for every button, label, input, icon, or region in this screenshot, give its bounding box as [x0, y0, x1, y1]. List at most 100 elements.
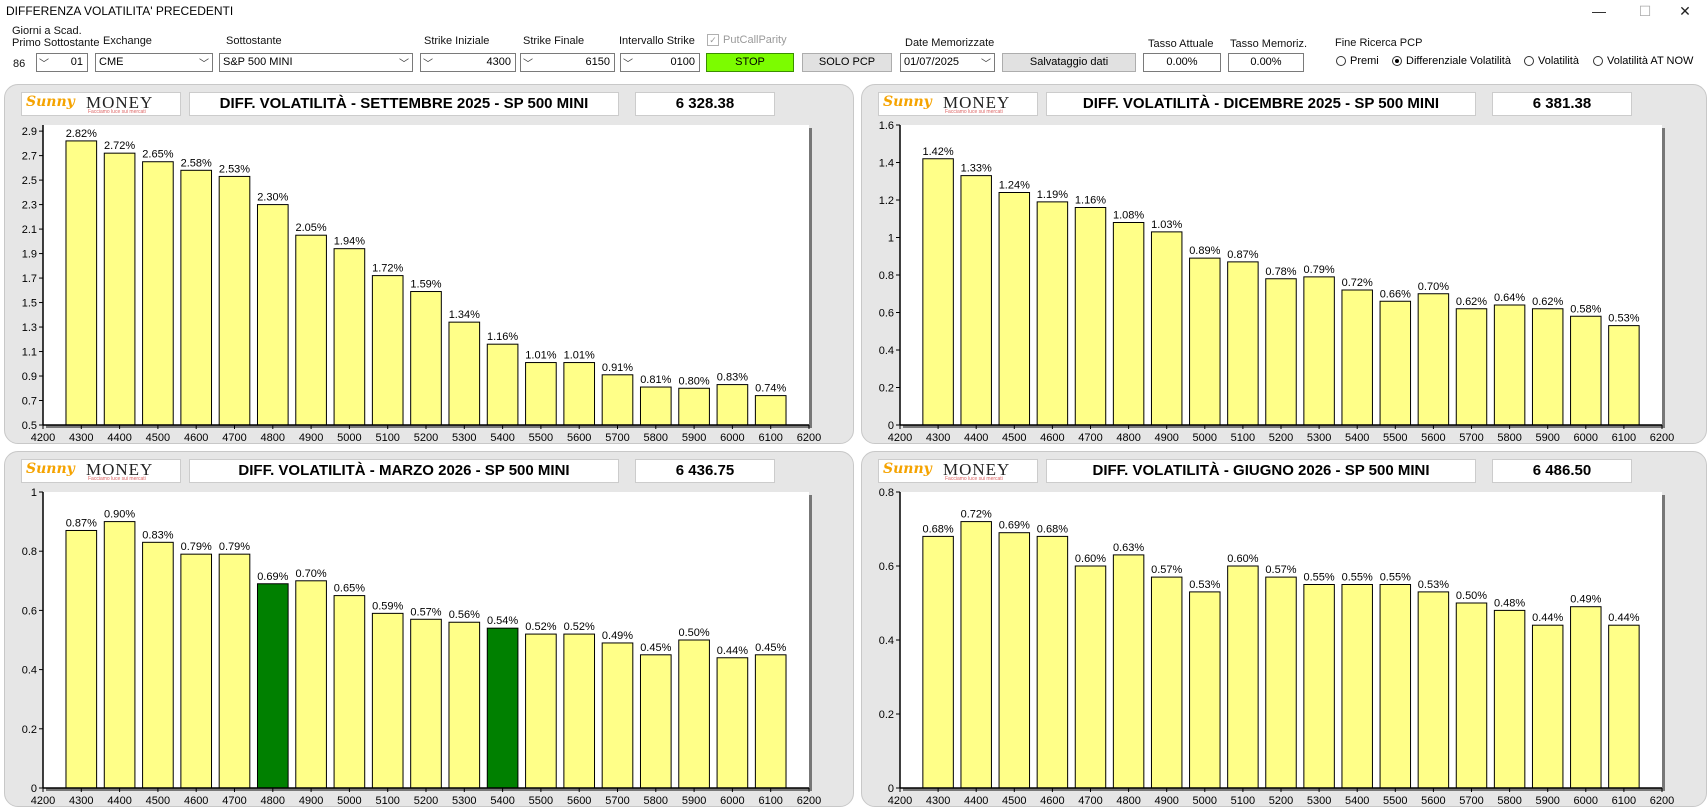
minimize-icon[interactable]: — [1592, 3, 1606, 19]
x-tick-label: 4700 [222, 795, 246, 807]
bar [1227, 261, 1259, 426]
strike-iniziale-select[interactable]: ﹀ 4300 [420, 53, 516, 72]
date-select[interactable]: 01/07/2025 ﹀ [900, 53, 995, 72]
y-tick-label: 1.9 [22, 249, 37, 261]
x-tick-label: 5300 [452, 432, 476, 444]
bar-value-label: 0.53% [1608, 313, 1639, 325]
maximize-icon[interactable]: ☐ [1638, 3, 1652, 19]
strike-finale-select[interactable]: ﹀ 6150 [520, 53, 615, 72]
x-tick-label: 5900 [1535, 432, 1559, 444]
putcallparity-checkbox[interactable]: ✓ PutCallParity [707, 34, 787, 47]
x-tick-label: 5700 [1459, 795, 1483, 807]
tasso-attuale-field[interactable]: 0.00% [1143, 53, 1221, 72]
bar [1265, 576, 1297, 789]
x-tick-label: 6000 [1574, 432, 1598, 444]
bar-value-label: 0.44% [1608, 612, 1639, 624]
solo-pcp-button[interactable]: SOLO PCP [802, 53, 892, 72]
bar-value-label: 0.83% [142, 529, 173, 541]
x-tick-label: 6100 [1612, 795, 1636, 807]
x-tick-label: 4500 [146, 795, 170, 807]
bar-value-label: 2.05% [295, 222, 326, 234]
bar-value-label: 0.49% [1570, 594, 1601, 606]
tasso-memoriz-label: Tasso Memoriz. [1230, 38, 1308, 50]
intervallo-select[interactable]: ﹀ 0100 [620, 53, 700, 72]
x-tick-label: 4400 [107, 432, 131, 444]
bar-value-label: 1.03% [1151, 219, 1182, 231]
strike-finale-label: Strike Finale [523, 35, 585, 47]
bar [1341, 289, 1373, 426]
bar-value-label: 1.42% [922, 146, 953, 158]
radio-premi[interactable]: Premi [1336, 55, 1379, 67]
bar-value-label: 0.55% [1380, 572, 1411, 584]
bar [448, 621, 481, 789]
bar [1303, 276, 1335, 426]
x-tick-label: 4900 [299, 795, 323, 807]
bar-value-label: 0.52% [525, 621, 556, 633]
bar-value-label: 0.63% [1113, 542, 1144, 554]
radio-differenziale-volatilita[interactable]: Differenziale Volatilità [1392, 55, 1511, 67]
tasso-attuale-label: Tasso Attuale [1148, 38, 1214, 50]
bar [678, 639, 710, 789]
x-tick-label: 4500 [146, 432, 170, 444]
check-icon: ✓ [707, 34, 719, 47]
bar [1112, 222, 1145, 426]
bar [716, 384, 749, 426]
bar [256, 204, 289, 426]
bar-value-label: 0.59% [372, 600, 403, 612]
y-tick-label: 0.4 [879, 345, 894, 357]
bar [1036, 535, 1069, 789]
window-title: DIFFERENZA VOLATILITA' PRECEDENTI [6, 4, 234, 18]
bar-value-label: 1.72% [372, 263, 403, 275]
x-tick-label: 6000 [720, 432, 744, 444]
bar-value-label: 1.01% [564, 350, 595, 362]
sottostante-select[interactable]: S&P 500 MINI ﹀ [219, 53, 413, 72]
bar-value-label: 0.81% [640, 374, 671, 386]
stop-button[interactable]: STOP [706, 53, 794, 72]
bar [295, 580, 327, 789]
bar [1455, 308, 1488, 426]
radio-volatilita-at-now[interactable]: Volatilità AT NOW [1593, 55, 1693, 67]
x-tick-label: 5200 [414, 795, 438, 807]
y-tick-label: 0.8 [879, 487, 894, 499]
bar-value-label: 0.68% [922, 523, 953, 535]
x-tick-label: 4200 [31, 432, 55, 444]
x-tick-label: 5800 [644, 795, 668, 807]
x-tick-label: 4900 [1154, 432, 1178, 444]
x-tick-label: 4200 [888, 432, 912, 444]
bar-value-label: 1.59% [410, 279, 441, 291]
bar [922, 535, 954, 789]
close-icon[interactable]: ✕ [1679, 3, 1691, 19]
bar [998, 532, 1031, 789]
tasso-memoriz-field[interactable]: 0.00% [1228, 53, 1304, 72]
chevron-down-icon: ﹀ [39, 59, 49, 70]
bar [960, 175, 992, 426]
giorni-select[interactable]: ﹀ 01 [36, 53, 88, 72]
sunny-money-logo: Sunny MONEY Facciamo luce sui mercati [21, 459, 181, 483]
x-tick-label: 6100 [758, 795, 782, 807]
radio-volatilita[interactable]: Volatilità [1524, 55, 1579, 67]
x-tick-label: 5600 [567, 795, 591, 807]
y-tick-label: 1.2 [879, 195, 894, 207]
bar-value-label: 0.80% [678, 375, 709, 387]
bar [1531, 308, 1564, 426]
y-tick-label: 1.5 [22, 298, 37, 310]
bar-value-label: 0.64% [1494, 292, 1525, 304]
bar [410, 291, 442, 426]
x-tick-label: 5100 [375, 795, 399, 807]
bar [639, 654, 672, 789]
salvataggio-dati-button[interactable]: Salvataggio dati [1002, 53, 1136, 72]
bar [1570, 606, 1602, 789]
bar-value-label: 0.87% [66, 517, 97, 529]
bar [525, 362, 557, 426]
bar-value-label: 2.58% [181, 157, 212, 169]
x-tick-label: 6200 [1650, 795, 1674, 807]
y-tick-label: 0.6 [22, 605, 37, 617]
bar [218, 175, 251, 426]
y-tick-label: 0.4 [22, 665, 37, 677]
bar-value-label: 0.79% [1303, 264, 1334, 276]
bar [960, 521, 992, 789]
chevron-down-icon: ﹀ [199, 59, 209, 70]
bar [754, 395, 787, 426]
chart-panel-settembre: Sunny MONEY Facciamo luce sui mercati DI… [4, 84, 854, 444]
exchange-select[interactable]: CME ﹀ [95, 53, 213, 72]
